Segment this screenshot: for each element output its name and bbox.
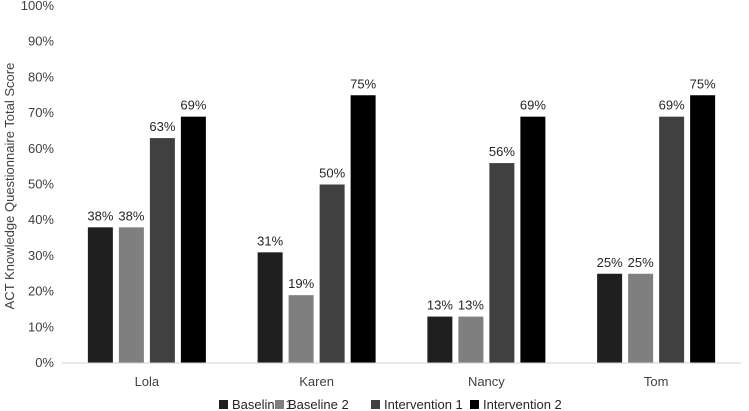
bar-nancy-baseline-2 (458, 316, 484, 363)
data-label: 38% (87, 208, 113, 223)
data-label: 75% (350, 76, 376, 91)
y-tick-label: 90% (28, 34, 54, 49)
bar-lola-baseline-2 (118, 227, 144, 363)
data-label: 25% (597, 255, 623, 270)
data-labels-group: 38% 38% 63% 69% 31% 19% 50% 75% 13% 13% 56% 69% 25% 2… (87, 76, 716, 312)
data-label: 50% (319, 166, 345, 181)
bar-nancy-baseline-1 (427, 316, 453, 363)
x-category-label: Karen (299, 374, 334, 389)
y-tick-label: 60% (28, 141, 54, 156)
y-tick-label: 70% (28, 105, 54, 120)
y-tick-label: 40% (28, 212, 54, 227)
bar-lola-intervention-1 (149, 138, 175, 363)
y-axis-title-group: ACT Knowledge Questionnaire Total Score (2, 63, 17, 310)
bar-karen-baseline-2 (288, 295, 314, 363)
x-category-label: Nancy (468, 374, 505, 389)
y-axis-ticks: 0% 10% 20% 30% 40% 50% 60% 70% 80% 90% 100% (21, 0, 55, 370)
legend-label: Baseline 2 (288, 397, 349, 411)
y-tick-label: 100% (21, 0, 55, 13)
bar-lola-intervention-2 (180, 116, 206, 363)
data-label: 13% (458, 298, 484, 313)
y-tick-label: 80% (28, 69, 54, 84)
bar-nancy-intervention-1 (489, 163, 515, 363)
data-label: 75% (690, 76, 716, 91)
y-axis-title: ACT Knowledge Questionnaire Total Score (2, 63, 17, 310)
bar-karen-intervention-2 (350, 95, 376, 363)
data-label: 69% (180, 98, 206, 113)
data-label: 38% (118, 208, 144, 223)
y-tick-label: 30% (28, 248, 54, 263)
bar-tom-baseline-2 (628, 273, 654, 363)
legend-swatch (275, 400, 284, 409)
bar-nancy-intervention-2 (520, 116, 546, 363)
y-tick-label: 50% (28, 177, 54, 192)
legend-swatch (470, 400, 479, 409)
bar-karen-intervention-1 (319, 184, 345, 363)
data-label: 63% (149, 119, 175, 134)
x-axis-labels: Lola Karen Nancy Tom (135, 374, 669, 389)
bar-tom-intervention-1 (659, 116, 685, 363)
bars-group (87, 95, 716, 363)
bar-tom-baseline-1 (597, 273, 623, 363)
bar-karen-baseline-1 (257, 252, 283, 363)
bar-tom-intervention-2 (690, 95, 716, 363)
legend-swatch (219, 400, 228, 409)
x-category-label: Tom (644, 374, 669, 389)
data-label: 13% (427, 298, 453, 313)
legend-label: Intervention 1 (384, 397, 463, 411)
y-tick-label: 10% (28, 319, 54, 334)
data-label: 19% (288, 276, 314, 291)
bar-lola-baseline-1 (87, 227, 113, 363)
y-tick-label: 20% (28, 284, 54, 299)
data-label: 69% (659, 98, 685, 113)
data-label: 56% (489, 144, 515, 159)
data-label: 69% (520, 98, 546, 113)
legend-label: Intervention 2 (483, 397, 562, 411)
x-category-label: Lola (135, 374, 160, 389)
legend-swatch (371, 400, 380, 409)
data-label: 31% (257, 233, 283, 248)
y-tick-label: 0% (35, 355, 54, 370)
data-label: 25% (628, 255, 654, 270)
